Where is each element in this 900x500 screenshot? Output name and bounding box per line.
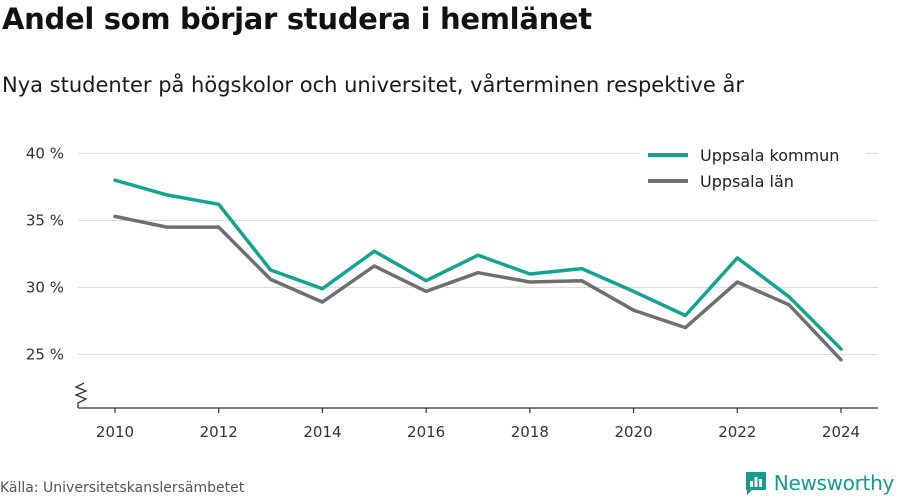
chart-title: Andel som börjar studera i hemlänet <box>2 2 592 36</box>
x-tick-label: 2020 <box>614 423 652 441</box>
legend-label: Uppsala kommun <box>700 146 839 165</box>
source-note: Källa: Universitetskanslersämbetet <box>0 480 245 496</box>
x-tick-label: 2012 <box>200 423 238 441</box>
y-tick-label: 25 % <box>26 345 64 363</box>
brand-logo: Newsworthy <box>744 470 894 496</box>
series-line <box>113 214 843 362</box>
x-tick-label: 2014 <box>303 423 341 441</box>
x-tick-label: 2016 <box>407 423 445 441</box>
x-tick-label: 2018 <box>511 423 549 441</box>
axis-break-icon <box>74 382 88 408</box>
y-tick-label: 30 % <box>26 278 64 296</box>
x-tick-label: 2022 <box>718 423 756 441</box>
brand-name: Newsworthy <box>773 471 895 495</box>
series-line <box>113 178 843 351</box>
legend-box <box>640 142 866 198</box>
bar-chart-logo-icon <box>745 472 766 495</box>
y-tick-label: 35 % <box>26 211 64 229</box>
legend-label: Uppsala län <box>700 172 794 191</box>
y-tick-label: 40 % <box>26 144 64 162</box>
line-chart: 25 % 30 % 35 % 40 % 2010 2012 2014 2016 2018 2020… <box>25 142 878 441</box>
x-tick-label: 2024 <box>822 423 860 441</box>
chart-subtitle: Nya studenter på högskolor och universit… <box>2 73 744 97</box>
x-tick-label: 2010 <box>96 423 134 441</box>
